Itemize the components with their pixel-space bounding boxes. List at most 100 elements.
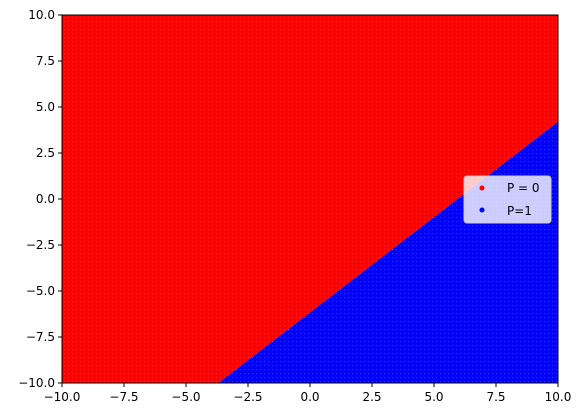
scatter-point-p0 (68, 137, 69, 138)
scatter-point-p0 (116, 329, 117, 330)
scatter-point-p0 (184, 65, 185, 66)
scatter-point-p0 (224, 281, 225, 282)
scatter-point-p0 (260, 165, 261, 166)
scatter-point-p0 (120, 265, 121, 266)
scatter-point-p1 (272, 381, 273, 382)
scatter-point-p0 (120, 173, 121, 174)
scatter-point-p0 (160, 337, 161, 338)
scatter-point-p0 (120, 261, 121, 262)
scatter-point-p0 (212, 241, 213, 242)
scatter-point-p0 (88, 41, 89, 42)
scatter-point-p0 (164, 313, 165, 314)
scatter-point-p0 (156, 133, 157, 134)
scatter-point-p0 (164, 181, 165, 182)
scatter-point-p0 (204, 49, 205, 50)
scatter-point-p0 (104, 173, 105, 174)
scatter-point-p0 (144, 145, 145, 146)
scatter-point-p0 (264, 233, 265, 234)
scatter-point-p0 (76, 341, 77, 342)
scatter-point-p0 (168, 201, 169, 202)
scatter-point-p0 (148, 157, 149, 158)
scatter-point-p0 (124, 65, 125, 66)
scatter-point-p0 (236, 333, 237, 334)
scatter-point-p0 (220, 157, 221, 158)
scatter-point-p0 (212, 49, 213, 50)
scatter-point-p0 (144, 181, 145, 182)
scatter-point-p0 (240, 337, 241, 338)
scatter-point-p1 (272, 365, 273, 366)
scatter-point-p0 (84, 157, 85, 158)
scatter-point-p0 (224, 289, 225, 290)
scatter-point-p0 (168, 209, 169, 210)
scatter-point-p0 (160, 333, 161, 334)
scatter-point-p0 (132, 237, 133, 238)
scatter-point-p0 (80, 101, 81, 102)
scatter-point-p0 (72, 373, 73, 374)
scatter-point-p0 (204, 269, 205, 270)
scatter-point-p0 (184, 145, 185, 146)
scatter-point-p0 (188, 145, 189, 146)
scatter-point-p0 (228, 61, 229, 62)
scatter-point-p0 (96, 257, 97, 258)
scatter-point-p0 (196, 57, 197, 58)
scatter-point-p0 (180, 101, 181, 102)
scatter-point-p0 (192, 249, 193, 250)
scatter-point-p0 (144, 361, 145, 362)
scatter-point-p0 (80, 169, 81, 170)
scatter-point-p0 (156, 77, 157, 78)
scatter-point-p0 (104, 209, 105, 210)
scatter-point-p0 (116, 133, 117, 134)
scatter-point-p0 (100, 73, 101, 74)
scatter-point-p0 (184, 113, 185, 114)
scatter-point-p0 (240, 257, 241, 258)
scatter-point-p0 (184, 237, 185, 238)
scatter-point-p0 (200, 89, 201, 90)
scatter-point-p0 (264, 81, 265, 82)
scatter-point-p0 (88, 369, 89, 370)
scatter-point-p0 (208, 341, 209, 342)
scatter-point-p0 (232, 169, 233, 170)
scatter-point-p0 (156, 209, 157, 210)
scatter-point-p0 (168, 17, 169, 18)
scatter-point-p0 (156, 201, 157, 202)
scatter-point-p0 (236, 197, 237, 198)
scatter-point-p0 (84, 85, 85, 86)
scatter-point-p0 (220, 101, 221, 102)
scatter-point-p0 (176, 177, 177, 178)
scatter-point-p0 (76, 33, 77, 34)
scatter-point-p0 (224, 41, 225, 42)
scatter-point-p0 (204, 325, 205, 326)
scatter-point-p0 (280, 53, 281, 54)
scatter-point-p0 (220, 217, 221, 218)
scatter-point-p0 (72, 49, 73, 50)
scatter-point-p0 (212, 357, 213, 358)
scatter-point-p0 (168, 257, 169, 258)
scatter-point-p0 (168, 153, 169, 154)
scatter-point-p0 (248, 205, 249, 206)
scatter-point-p0 (80, 329, 81, 330)
scatter-point-p0 (120, 357, 121, 358)
scatter-point-p0 (100, 181, 101, 182)
scatter-point-p0 (156, 125, 157, 126)
scatter-point-p0 (112, 109, 113, 110)
scatter-point-p0 (128, 217, 129, 218)
scatter-point-p0 (144, 125, 145, 126)
scatter-point-p0 (244, 353, 245, 354)
scatter-point-p0 (216, 189, 217, 190)
scatter-point-p0 (68, 125, 69, 126)
scatter-point-p0 (132, 137, 133, 138)
scatter-point-p0 (140, 73, 141, 74)
scatter-point-p0 (148, 365, 149, 366)
scatter-point-p0 (188, 161, 189, 162)
scatter-point-p0 (84, 201, 85, 202)
scatter-point-p0 (220, 33, 221, 34)
scatter-point-p0 (112, 213, 113, 214)
scatter-point-p0 (260, 237, 261, 238)
scatter-point-p0 (108, 277, 109, 278)
scatter-point-p0 (212, 369, 213, 370)
scatter-point-p0 (152, 221, 153, 222)
scatter-point-p0 (180, 201, 181, 202)
scatter-point-p0 (272, 237, 273, 238)
scatter-point-p0 (136, 61, 137, 62)
scatter-point-p0 (172, 81, 173, 82)
